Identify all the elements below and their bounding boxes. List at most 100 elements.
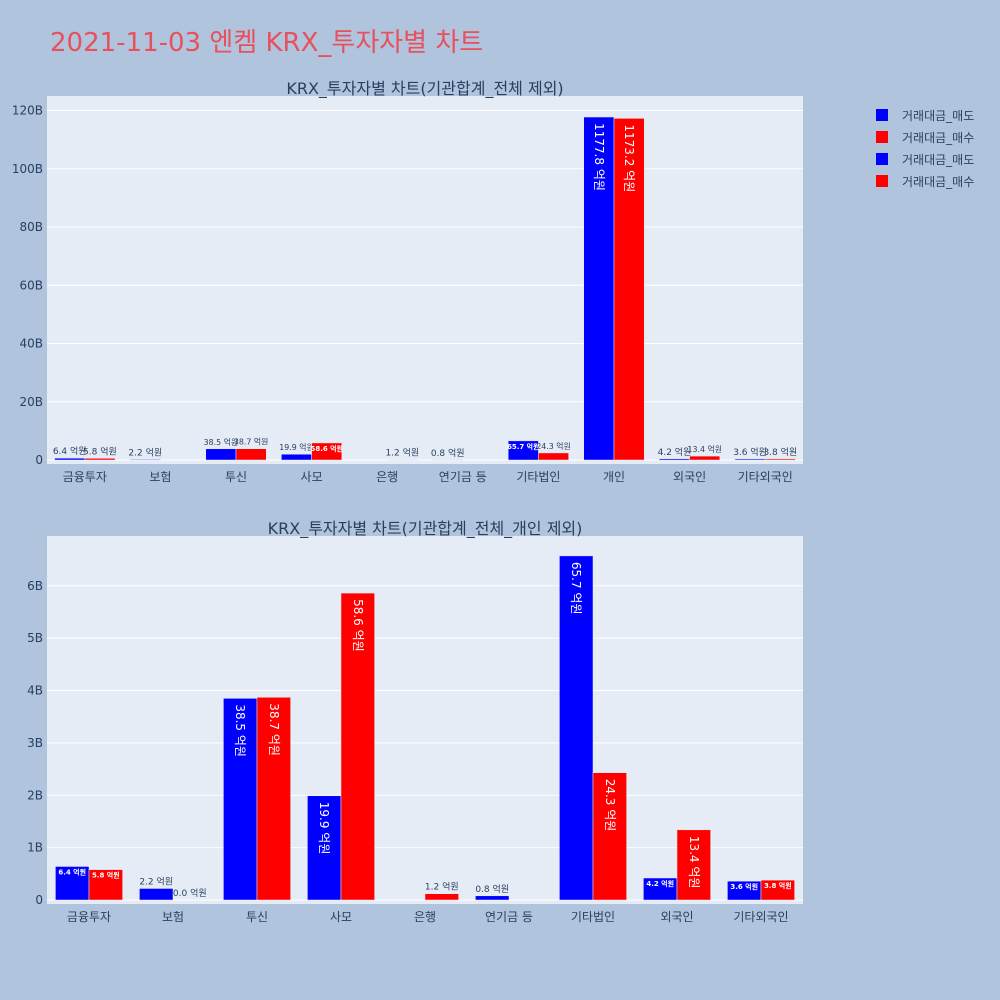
data-label: 3.6 억원 xyxy=(730,882,758,891)
data-label: 4.2 억원 xyxy=(658,446,692,458)
x-tick-label: 보험 xyxy=(149,470,171,484)
x-tick-label: 은행 xyxy=(414,909,436,924)
bar-sell xyxy=(734,458,766,461)
data-label: 5.8 억원 xyxy=(92,871,120,880)
bar-buy xyxy=(689,455,721,461)
bar-buy xyxy=(256,697,291,901)
data-label: 58.6 억원 xyxy=(351,599,365,652)
data-label: 6.4 억원 xyxy=(53,445,87,457)
legend-label: 거래대금_매도 xyxy=(902,152,975,167)
bar-sell xyxy=(281,453,312,461)
y-tick-label: 60B xyxy=(19,278,43,292)
data-label: 1.2 억원 xyxy=(385,447,419,459)
data-label: 24.3 억원 xyxy=(536,441,570,451)
data-label: 3.8 억원 xyxy=(763,446,797,458)
legend[interactable]: 거래대금_매도 거래대금_매수 거래대금_매도 거래대금_매수 xyxy=(876,104,974,192)
y-tick-label: 20B xyxy=(19,395,43,409)
bar-sell xyxy=(205,448,237,461)
bar-sell xyxy=(475,895,510,901)
data-label: 0.8 억원 xyxy=(431,447,465,459)
bar-sell xyxy=(55,866,90,901)
data-label: 65.7 억원 xyxy=(507,442,539,451)
data-label: 1173.2 억원 xyxy=(622,124,636,192)
legend-item[interactable]: 거래대금_매수 xyxy=(876,126,974,148)
data-label: 2.2 억원 xyxy=(139,875,173,887)
x-tick-label: 외국인 xyxy=(673,470,706,484)
data-label: 38.5 억원 xyxy=(233,704,247,757)
y-tick-label: 100B xyxy=(12,162,43,176)
bar-buy xyxy=(88,869,123,901)
bar-sell xyxy=(54,457,86,461)
x-tick-label: 연기금 등 xyxy=(485,910,533,924)
data-label: 1.2 억원 xyxy=(425,881,459,893)
x-tick-label: 투신 xyxy=(246,910,268,924)
legend-swatch-buy xyxy=(876,175,888,187)
legend-swatch-sell xyxy=(876,109,888,121)
bar-buy xyxy=(424,893,459,901)
x-tick-label: 금융투자 xyxy=(67,910,111,924)
legend-swatch-buy xyxy=(876,131,888,143)
chart-title: KRX_투자자별 차트(기관합계_전체_개인 제외) xyxy=(268,519,583,539)
data-label: 19.9 억원 xyxy=(279,442,313,452)
bar-buy xyxy=(676,829,711,901)
bar-sell xyxy=(129,459,161,461)
chart-1: 0 20B 40B 60B 80B 100B 120B KRX_투자자별 차트(기관합계_전체… xyxy=(12,79,803,484)
bar-buy xyxy=(311,442,343,461)
page-title: 2021-11-03 엔켐 KRX_투자자별 차트 xyxy=(50,28,484,58)
plot-area xyxy=(47,96,803,464)
data-label: 65.7 억원 xyxy=(569,562,583,615)
bar-sell xyxy=(507,440,539,461)
chart-title: KRX_투자자별 차트(기관합계_전체 제외) xyxy=(286,79,563,99)
data-label: 1177.8 억원 xyxy=(592,123,606,191)
bar-sell xyxy=(583,116,615,461)
x-tick-label: 기타법인 xyxy=(571,910,615,924)
data-label: 6.4 억원 xyxy=(58,867,86,876)
y-tick-label: 3B xyxy=(27,736,43,750)
legend-item[interactable]: 거래대금_매도 xyxy=(876,148,974,170)
y-tick-label: 1B xyxy=(27,841,43,855)
bar-buy xyxy=(592,772,627,901)
x-tick-label: 개인 xyxy=(603,470,625,484)
chart-2: 0 1B 2B 3B 4B 5B 6B KRX_투자자별 차트(기관합계_전체_개인 제외) 금… xyxy=(27,519,803,924)
x-tick-label: 외국인 xyxy=(660,910,693,924)
data-label: 4.2 억원 xyxy=(646,879,674,888)
x-tick-label: 사모 xyxy=(301,470,323,484)
data-label: 5.8 억원 xyxy=(83,445,117,457)
y-tick-label: 6B xyxy=(27,579,43,593)
y-tick-label: 40B xyxy=(19,337,43,351)
x-tick-label: 투신 xyxy=(225,470,247,484)
y-tick-label: 80B xyxy=(19,220,43,234)
y-tick-label: 120B xyxy=(12,104,43,118)
data-label: 38.7 억원 xyxy=(234,437,268,447)
legend-label: 거래대금_매수 xyxy=(902,174,975,189)
bar-buy xyxy=(340,592,375,901)
x-tick-label: 기타법인 xyxy=(516,470,560,484)
x-tick-label: 금융투자 xyxy=(63,470,107,484)
bar-buy xyxy=(84,458,116,461)
bar-sell xyxy=(139,888,174,901)
data-label: 0.8 억원 xyxy=(475,883,509,895)
bar-buy xyxy=(760,879,795,901)
y-tick-label: 0 xyxy=(35,893,43,907)
bar-buy xyxy=(538,452,569,461)
data-label: 38.5 억원 xyxy=(204,437,238,447)
legend-swatch-sell xyxy=(876,153,888,165)
bar-buy xyxy=(235,448,267,461)
x-tick-label: 사모 xyxy=(330,910,352,924)
bar-sell xyxy=(659,458,690,461)
bar-sell xyxy=(307,795,342,901)
x-tick-label: 기타외국인 xyxy=(733,910,788,924)
data-label: 58.6 억원 xyxy=(311,444,343,453)
legend-item[interactable]: 거래대금_매수 xyxy=(876,170,974,192)
y-tick-label: 5B xyxy=(27,631,43,645)
data-label: 13.4 억원 xyxy=(688,444,722,454)
legend-item[interactable]: 거래대금_매도 xyxy=(876,104,974,126)
y-tick-label: 4B xyxy=(27,684,43,698)
legend-label: 거래대금_매수 xyxy=(902,130,975,145)
y-tick-label: 2B xyxy=(27,788,43,802)
x-tick-label: 보험 xyxy=(162,910,184,924)
data-label: 38.7 억원 xyxy=(267,703,281,756)
bar-buy xyxy=(764,458,796,461)
